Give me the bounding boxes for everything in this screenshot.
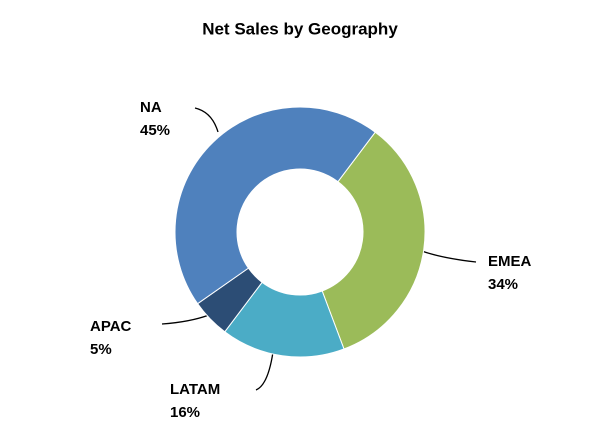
slice-label: NA xyxy=(140,99,162,116)
chart-title: Net Sales by Geography xyxy=(202,19,398,38)
leader-line xyxy=(161,314,210,325)
leader-line xyxy=(418,249,477,263)
slice-label: LATAM xyxy=(170,381,220,398)
slice-label: APAC xyxy=(90,318,132,335)
slice-value-label: 16% xyxy=(170,404,200,421)
slice-label: EMEA xyxy=(488,253,532,270)
leader-line xyxy=(255,351,274,391)
donut-slice xyxy=(321,131,426,350)
leader-line xyxy=(194,107,219,133)
slice-value-label: 5% xyxy=(90,341,112,358)
slice-value-label: 34% xyxy=(488,276,518,293)
slice-value-label: 45% xyxy=(140,122,170,139)
donut-slice xyxy=(174,106,376,305)
